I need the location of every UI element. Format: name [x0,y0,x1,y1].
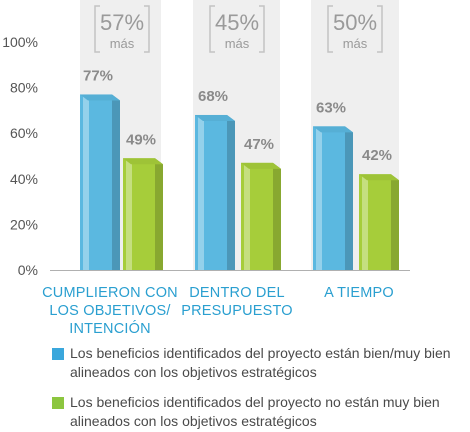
bar-side [273,162,281,270]
annotation-bracket-left [209,5,215,53]
bar-value-label: 68% [198,88,228,105]
bar-top [359,174,399,181]
bar-highlight [316,128,322,270]
bar-side [227,114,235,271]
annotation-text: más [225,36,250,51]
bar-top [241,162,281,169]
bar-highlight [244,164,250,270]
category-label-presupuesto: DENTRO DEL PRESUPUESTO [181,285,293,319]
bar-value-label: 63% [316,99,346,116]
bar-side [155,158,163,270]
bar-value-label: 49% [126,131,156,148]
bar-top [80,94,120,101]
y-tick-label: 100% [2,34,38,50]
bar-highlight [362,176,368,270]
annotation-value: 50% [333,10,377,35]
bar-top [313,126,353,133]
bar-side [345,126,353,270]
bar-highlight [126,160,132,270]
annotation-bracket-right [144,5,150,53]
annotation-bracket-left [94,5,100,53]
y-tick-label: 60% [10,125,38,141]
bar-highlight [198,116,204,271]
y-tick-label: 40% [10,171,38,187]
bar-side [391,174,399,270]
legend-swatch-blue [52,348,64,360]
legend-swatch-green [52,397,64,409]
annotation-bracket-left [327,5,333,53]
bar-top [123,158,163,165]
annotation-bracket-right [377,5,383,53]
chart-svg: 0%20%40%60%80%100%57%más45%más50%más77%6… [2,0,410,278]
bar-side [112,94,120,270]
legend-label-aligned: Los beneficios identificados del proyect… [70,345,451,380]
legend-item-aligned: Los beneficios identificados del proyect… [52,344,462,382]
y-tick-label: 80% [10,80,38,96]
y-tick-label: 20% [10,216,38,232]
annotation-text: más [110,36,135,51]
y-tick-label: 0% [18,262,38,278]
annotation-value: 45% [215,10,259,35]
bar-value-label: 77% [83,67,113,84]
bar-value-label: 42% [362,147,392,164]
category-label-tiempo: A TIEMPO [324,285,394,301]
bar-highlight [83,96,89,270]
legend: Los beneficios identificados del proyect… [52,344,462,431]
legend-item-not-aligned: Los beneficios identificados del proyect… [52,393,462,431]
annotation-value: 57% [100,10,144,35]
legend-label-not-aligned: Los beneficios identificados del proyect… [70,394,440,429]
bar-value-label: 47% [244,136,274,153]
bar-top [195,114,235,121]
annotation-bracket-right [259,5,265,53]
annotation-text: más [343,36,368,51]
category-label-objetivos: CUMPLIERON CON LOS OBJETIVOS/ INTENCIÓN [42,285,178,337]
